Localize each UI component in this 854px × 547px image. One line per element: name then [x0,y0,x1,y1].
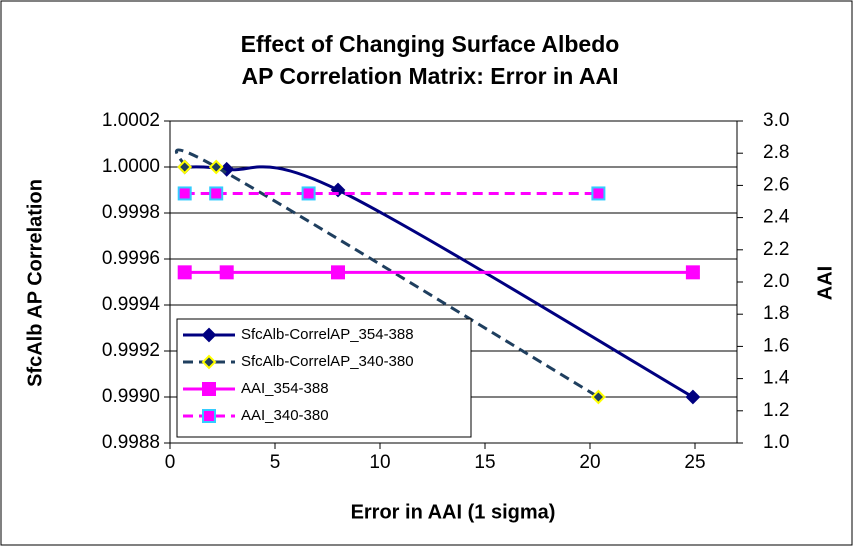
y2-tick-label: 1.4 [763,368,790,389]
data-point [685,389,701,405]
y-tick-label: 0.9998 [102,202,160,223]
data-point [590,389,606,405]
data-point [301,186,316,201]
y2-tick-label: 1.0 [763,432,789,453]
legend: SfcAlb-CorrelAP_354-388 SfcAlb-CorrelAP_3… [176,318,472,438]
legend-label: AAI_340-380 [241,407,329,424]
y-tick-label: 1.0002 [102,110,160,131]
data-point [591,186,606,201]
chart-title: Effect of Changing Surface Albedo [241,31,620,57]
x-tick-label: 0 [165,452,176,473]
y2-tick-label: 2.6 [763,174,789,195]
data-point [177,159,193,175]
y-tick-label: 1.0000 [102,156,160,177]
y2-tick-label: 1.6 [763,335,789,356]
data-point [208,159,224,175]
legend-marker [201,354,217,370]
y-tick-label: 0.9996 [102,248,160,269]
legend-marker [202,409,216,423]
x-tick-label: 25 [684,452,705,473]
chart-title: AP Correlation Matrix: Error in AAI [241,63,618,89]
y-tick-label: 0.9994 [102,294,161,315]
data-point [177,265,192,280]
data-point [685,265,700,280]
x-tick-label: 15 [474,452,495,473]
plot-frame [169,120,738,444]
x-axis-title: Error in AAI (1 sigma) [351,501,556,523]
legend-marker [202,382,216,396]
series-line [175,148,600,399]
legend-label: SfcAlb-CorrelAP_340-380 [241,353,414,370]
legend-label: AAI_354-388 [241,380,329,397]
y-axis-title: SfcAlb AP Correlation [24,179,46,387]
y2-tick-label: 2.0 [763,271,789,292]
y-tick-label: 0.9988 [102,432,160,453]
legend-box [176,318,472,438]
y2-tick-label: 1.8 [763,303,789,324]
y2-tick-label: 2.8 [763,142,789,163]
y2-tick-label: 2.2 [763,239,789,260]
legend-label: SfcAlb-CorrelAP_354-388 [241,326,414,343]
legend-marker [201,327,217,343]
y2-tick-label: 2.4 [763,207,790,228]
x-tick-label: 5 [270,452,281,473]
data-point [209,186,224,201]
y-tick-label: 0.9990 [102,386,160,407]
y2-tick-label: 1.2 [763,400,789,421]
x-tick-label: 20 [579,452,600,473]
data-point [219,265,234,280]
x-tick-label: 10 [369,452,390,473]
data-point [177,186,192,201]
y2-axis-title: AAI [814,266,836,300]
y-tick-label: 0.9992 [102,340,160,361]
y2-tick-label: 3.0 [763,110,789,131]
data-point [331,265,345,280]
